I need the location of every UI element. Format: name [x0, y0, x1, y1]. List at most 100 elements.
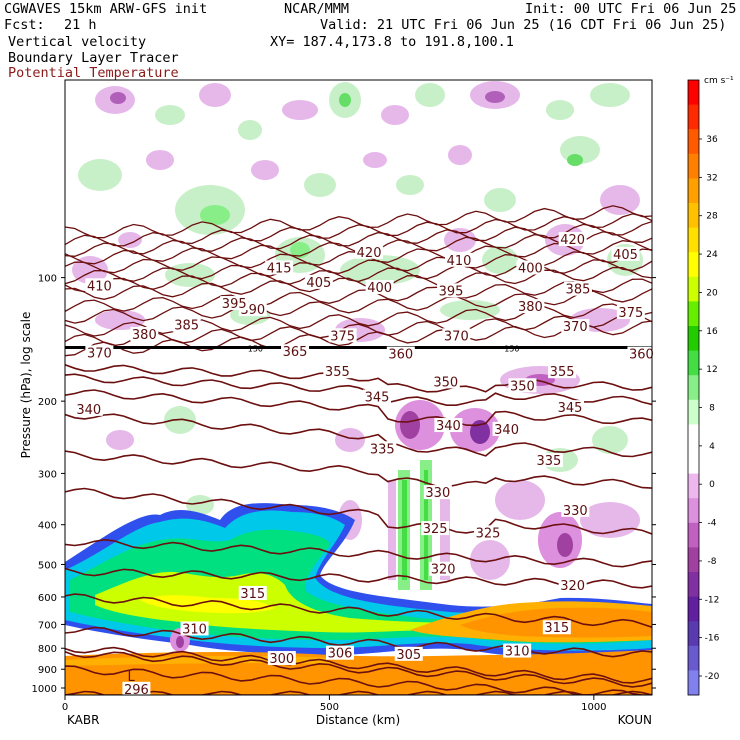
theta-label-bg: [180, 621, 209, 636]
theta-contour-310: [65, 626, 652, 658]
theta-label-bg: [434, 418, 463, 433]
colorbar-label: 24: [706, 250, 718, 260]
vv-blob: [567, 154, 583, 166]
vv-blob: [590, 83, 630, 107]
vv-blob: [557, 533, 573, 557]
vv-blob: [415, 83, 445, 107]
tracer-marker: 150: [504, 344, 519, 353]
theta-label-bg: [325, 645, 354, 660]
theta-label: 310: [182, 622, 207, 637]
theta-label-bg: [304, 274, 333, 289]
theta-label-bg: [542, 620, 571, 635]
y-tick-label: 800: [38, 644, 57, 655]
tracer-dip: [176, 636, 184, 648]
x-axis-label: Distance (km): [316, 713, 400, 727]
theta-label: 330: [425, 486, 450, 501]
theta-label: 415: [267, 261, 292, 276]
init-time: Init: 00 UTC Fri 06 Jun 25: [525, 1, 737, 17]
field-vertical-velocity: Vertical velocity: [8, 34, 147, 50]
colorbar-swatch: [688, 80, 699, 105]
colorbar-swatch: [688, 178, 699, 204]
theta-contour-325: [65, 538, 652, 568]
colorbar-swatch: [688, 104, 699, 130]
vv-blob: [304, 173, 336, 197]
theta-contour-415: [65, 213, 652, 247]
y-tick-label: 300: [38, 469, 57, 480]
colorbar-swatch: [688, 375, 699, 401]
colorbar-label: 28: [706, 212, 718, 222]
colorbar-swatch: [688, 399, 699, 425]
theta-label: 320: [431, 563, 456, 578]
theta-label: 410: [87, 279, 112, 294]
theta-contour-375: [65, 288, 652, 324]
theta-label: 345: [558, 401, 583, 416]
colorbar-swatch: [688, 424, 699, 450]
colorbar-label: -20: [705, 672, 720, 682]
vv-blob: [339, 93, 351, 107]
theta-label: 420: [357, 246, 382, 261]
vv-blob: [396, 175, 424, 195]
theta-label-bg: [534, 453, 563, 468]
vv-blob: [470, 420, 490, 444]
y-axis-label: Pressure (hPa), log scale: [19, 312, 33, 459]
theta-contours: [65, 205, 652, 695]
vv-blob: [340, 255, 420, 285]
theta-label-bg: [172, 317, 201, 332]
vv-column: [402, 480, 407, 580]
theta-label: 310: [505, 645, 530, 660]
vv-blob: [200, 205, 230, 225]
theta-label-bg: [423, 485, 452, 500]
colorbar-swatch: [688, 621, 699, 647]
theta-label: 375: [330, 329, 355, 344]
theta-label-bg: [368, 441, 397, 456]
colorbar-frame: [687, 79, 700, 696]
colorbar-swatch: [688, 522, 699, 548]
x-right-station: KOUN: [618, 713, 652, 727]
theta-label: 400: [367, 281, 392, 296]
tracer-marker: 150: [248, 344, 263, 353]
colorbar-swatch: [688, 252, 699, 278]
theta-label: 335: [536, 454, 561, 469]
xy-endpoints: XY= 187.4,173.8 to 191.8,100.1: [270, 34, 514, 50]
colorbar-swatch: [688, 153, 699, 179]
theta-label: 355: [550, 365, 575, 380]
theta-label: 335: [370, 442, 395, 457]
colorbar-swatch: [688, 350, 699, 376]
vv-blob: [400, 411, 420, 439]
theta-label-bg: [444, 252, 473, 267]
theta-label-bg: [85, 278, 114, 293]
colorbar-swatch: [688, 498, 699, 524]
x-tick-label: 500: [320, 702, 339, 713]
theta-label: 370: [444, 329, 469, 344]
theta-label: 370: [563, 320, 588, 335]
colorbar-label: 12: [706, 365, 717, 375]
theta-label-bg: [130, 327, 159, 342]
theta-contour-355: [65, 364, 652, 393]
vv-blob: [495, 480, 545, 520]
theta-contour-380: [65, 278, 652, 312]
theta-label: 395: [439, 284, 464, 299]
theta-label-bg: [267, 651, 296, 666]
theta-contour-335: [65, 450, 652, 489]
theta-label: 300: [269, 652, 294, 667]
theta-label: 365: [283, 345, 308, 360]
theta-contour-296: [65, 690, 652, 695]
boundary-layer-tracer-shading: [65, 503, 652, 695]
theta-label-bg: [561, 502, 590, 517]
theta-label-bg: [492, 421, 521, 436]
colorbar-swatch: [688, 547, 699, 573]
colorbar-swatch: [688, 227, 699, 253]
theta-label: 340: [76, 403, 101, 418]
colorbar-label: 8: [709, 404, 715, 414]
colorbar-label: 0: [709, 480, 715, 490]
vv-blob: [106, 430, 134, 450]
theta-contour-365: [65, 312, 652, 347]
theta-label-bg: [437, 283, 466, 298]
vv-blob: [251, 160, 279, 180]
theta-label-bg: [281, 344, 310, 359]
theta-label-bg: [122, 681, 151, 696]
theta-label-bg: [561, 319, 590, 334]
theta-label: 400: [518, 261, 543, 276]
theta-label-bg: [429, 561, 458, 576]
vv-blob: [282, 100, 318, 120]
